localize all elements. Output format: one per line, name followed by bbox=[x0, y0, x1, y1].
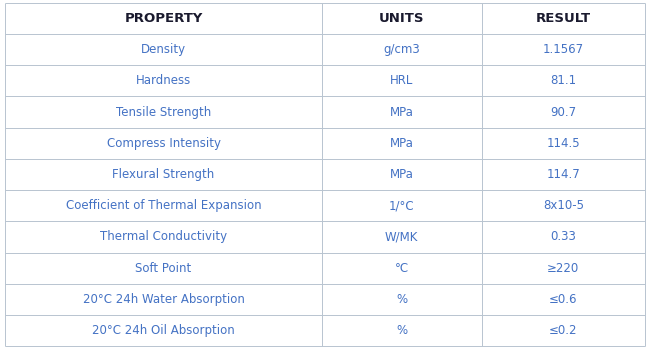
Text: g/cm3: g/cm3 bbox=[384, 43, 420, 56]
Text: ≤0.6: ≤0.6 bbox=[549, 293, 577, 306]
Text: Hardness: Hardness bbox=[136, 74, 191, 87]
Text: Soft Point: Soft Point bbox=[135, 262, 192, 275]
Text: MPa: MPa bbox=[390, 105, 413, 119]
Text: 90.7: 90.7 bbox=[550, 105, 577, 119]
Text: Flexural Strength: Flexural Strength bbox=[112, 168, 214, 181]
Text: 1.1567: 1.1567 bbox=[543, 43, 584, 56]
Text: 114.7: 114.7 bbox=[547, 168, 580, 181]
Text: 20°C 24h Oil Absorption: 20°C 24h Oil Absorption bbox=[92, 324, 235, 337]
Text: ≤0.2: ≤0.2 bbox=[549, 324, 577, 337]
Text: MPa: MPa bbox=[390, 137, 413, 150]
Text: UNITS: UNITS bbox=[379, 12, 424, 25]
Text: RESULT: RESULT bbox=[536, 12, 591, 25]
Text: %: % bbox=[396, 324, 408, 337]
Text: 81.1: 81.1 bbox=[550, 74, 577, 87]
Text: Density: Density bbox=[141, 43, 186, 56]
Text: Coefficient of Thermal Expansion: Coefficient of Thermal Expansion bbox=[66, 199, 261, 212]
Text: 1/°C: 1/°C bbox=[389, 199, 415, 212]
Text: 8x10-5: 8x10-5 bbox=[543, 199, 584, 212]
Text: MPa: MPa bbox=[390, 168, 413, 181]
Text: ≥220: ≥220 bbox=[547, 262, 579, 275]
Text: PROPERTY: PROPERTY bbox=[124, 12, 203, 25]
Text: 20°C 24h Water Absorption: 20°C 24h Water Absorption bbox=[83, 293, 244, 306]
Text: Thermal Conductivity: Thermal Conductivity bbox=[100, 230, 227, 244]
Text: %: % bbox=[396, 293, 408, 306]
Text: °C: °C bbox=[395, 262, 409, 275]
Text: 114.5: 114.5 bbox=[547, 137, 580, 150]
Text: Tensile Strength: Tensile Strength bbox=[116, 105, 211, 119]
Text: W/MK: W/MK bbox=[385, 230, 419, 244]
Text: 0.33: 0.33 bbox=[551, 230, 576, 244]
Text: Compress Intensity: Compress Intensity bbox=[107, 137, 220, 150]
Text: HRL: HRL bbox=[390, 74, 413, 87]
